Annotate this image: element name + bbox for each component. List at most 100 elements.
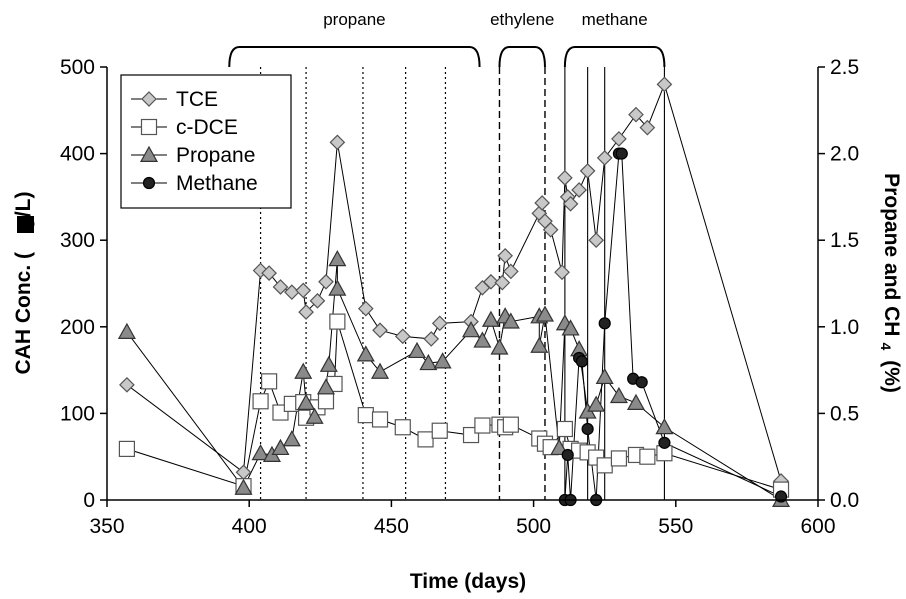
point-tce [483,273,499,290]
axes-layer: 350 400 450 500 550 600 0 100 200 300 400 500 0.0 0.5… [60,56,859,538]
phase-label-methane: methane [582,10,648,29]
point-tce [554,264,570,281]
point-methane [575,355,589,368]
y2-tick-label: 1.5 [830,229,859,252]
y-tick-label: 0 [83,489,95,512]
point-c-dce [371,411,389,428]
phase-brackets: propane ethylene methane [228,10,666,68]
point-propane [462,321,481,338]
point-tce [494,274,511,291]
y-tick-label: 100 [60,402,95,425]
y2-tick-label: 0.5 [830,402,859,425]
point-tce [431,315,448,332]
point-propane [328,250,347,267]
point-propane [481,310,500,327]
point-tce [557,169,573,186]
point-propane [117,322,136,339]
y2-tick-label: 2.0 [830,143,859,166]
point-propane [473,331,492,348]
point-tce [596,150,613,166]
y2-tick-label: 1.0 [830,316,859,339]
point-tce [656,76,673,93]
point-c-dce [639,448,656,465]
point-tce [579,163,596,179]
point-c-dce [261,373,278,390]
point-propane [626,393,646,411]
point-tce [497,247,514,264]
point-tce [502,263,519,280]
point-c-dce [357,407,374,424]
x-axis-title: Time (days) [410,570,526,593]
point-propane [282,430,301,447]
legend-label-tce: TCE [176,88,218,111]
point-tce [588,232,605,249]
point-propane [356,345,375,362]
point-c-dce [431,422,448,439]
point-propane [595,367,614,385]
point-propane [407,341,427,359]
point-c-dce [329,313,346,330]
y2-tick-label: 0.0 [830,489,859,512]
point-propane [271,438,290,456]
x-tick-label: 350 [89,515,124,538]
point-tce [329,134,346,151]
point-propane [328,279,347,296]
phase-bracket-propane [228,46,481,68]
point-methane [615,147,628,160]
x-tick-label: 450 [374,515,409,538]
y2-axis-title-sub: 4 [878,342,894,350]
point-methane [635,376,648,389]
series-line-methane [564,153,782,501]
series-layer [117,76,791,507]
point-propane [655,418,674,435]
point-tce [394,328,411,345]
point-methane [658,436,671,449]
point-methane [561,448,574,462]
point-tce [562,195,579,212]
point-tce [628,106,644,123]
y2-axis-title: Propane and CH 4 (%) [878,173,903,393]
mu-glyph-block [17,216,34,233]
point-tce [423,331,440,347]
point-propane [305,407,324,424]
point-propane [319,355,338,372]
point-tce [611,131,627,147]
y-tick-label: 400 [60,143,95,166]
point-tce [372,322,388,339]
point-tce [298,304,314,320]
point-propane [316,378,336,395]
point-propane [490,338,509,355]
point-tce [309,292,326,309]
x-tick-label: 500 [516,515,551,538]
point-methane [598,317,611,330]
point-tce [318,273,334,290]
point-propane [294,362,313,379]
y2-axis-title-part-3: (%) [880,360,903,393]
y2-tick-label: 2.5 [830,56,859,79]
y-tick-label: 300 [60,229,95,252]
phase-label-ethylene: ethylene [490,10,554,29]
x-tick-label: 600 [800,515,835,538]
point-tce [639,119,656,136]
point-c-dce [610,450,628,467]
point-methane [581,422,594,436]
point-propane [550,438,569,456]
point-tce [571,182,587,198]
y2-axis-title-part-1: Propane and CH [880,173,903,336]
legend-marker-tce [141,91,157,107]
point-c-dce [417,431,434,448]
point-c-dce [317,393,335,410]
point-propane [297,393,316,411]
point-c-dce [474,417,491,434]
point-c-dce [394,419,411,436]
point-c-dce [556,420,573,438]
y-tick-label: 200 [60,316,95,339]
point-propane [501,312,520,329]
x-tick-label: 400 [232,515,267,538]
legend-marker-propane [139,145,159,162]
y-tick-label: 500 [60,56,95,79]
series-line-propane [126,259,782,501]
legend-marker-methane [142,176,156,190]
